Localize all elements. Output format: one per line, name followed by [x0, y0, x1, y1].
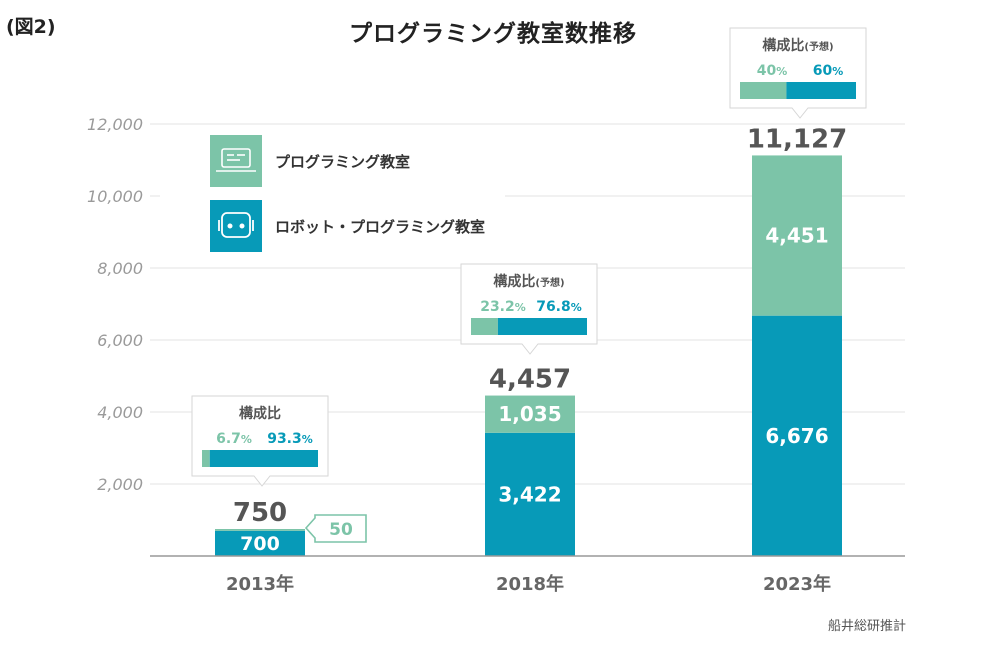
pct-value: 93.3	[267, 431, 302, 447]
y-tick-label: 2,000	[97, 475, 143, 494]
small-value-tag	[304, 514, 367, 543]
pct-unit: %	[776, 65, 787, 78]
composition-title: 構成比(予想)	[493, 273, 564, 290]
composition-pct-programming: 40%	[757, 63, 788, 79]
ratio-bar-programming	[471, 318, 498, 335]
legend-item-programming: プログラミング教室	[210, 135, 410, 187]
legend-swatch-programming	[210, 135, 262, 187]
total-label-1: 4,457	[489, 365, 571, 395]
ratio-bar-programming	[202, 450, 210, 467]
x-tick-label: 2023年	[763, 573, 831, 595]
data-label-robot-0: 700	[240, 533, 280, 555]
ratio-bar-robot	[497, 318, 587, 335]
legend-item-robot: ロボット・プログラミング教室	[210, 200, 485, 252]
y-tick-label: 8,000	[97, 259, 143, 278]
y-axis-ticks: 2,000 4,000 6,000 8,000 10,000 12,000	[87, 115, 143, 494]
bar-programming-0	[215, 529, 305, 531]
composition-title-text: 構成比	[493, 273, 535, 290]
bar-robot-2	[752, 315, 842, 556]
x-axis-labels: 2013年 2018年 2023年	[226, 573, 831, 595]
pct-unit: %	[515, 301, 526, 314]
pct-value: 76.8	[536, 299, 571, 315]
y-tick-label: 4,000	[97, 403, 143, 422]
data-label-programming-2: 4,451	[765, 224, 828, 248]
pct-unit: %	[832, 65, 843, 78]
composition-callout-1: 構成比(予想)23.2% 76.8%	[460, 263, 598, 355]
data-label-programming-1: 1,035	[498, 402, 561, 426]
ratio-bar-robot	[209, 450, 318, 467]
chart-title: プログラミング教室数推移	[349, 21, 637, 47]
total-label-0: 750	[233, 498, 287, 528]
y-tick-label: 12,000	[87, 115, 143, 134]
pct-value: 23.2	[480, 299, 515, 315]
composition-pct-robot: 93.3%	[267, 431, 313, 447]
source-note: 船井総研推計	[827, 619, 906, 634]
y-tick-label: 10,000	[87, 187, 143, 206]
ratio-bar-robot	[786, 82, 856, 99]
composition-callout-2: 構成比(予想)40% 60%	[729, 27, 867, 119]
pct-unit: %	[302, 433, 313, 446]
composition-pct-robot: 60%	[813, 63, 844, 79]
bar-programming-2	[752, 155, 842, 316]
bar-robot-0	[215, 530, 305, 556]
bars: 700 50 750 3,422 1,035 4,457 6,676 4,451 11,127	[215, 124, 847, 556]
figure-tag: (図2)	[6, 16, 56, 38]
legend-swatch-robot	[210, 200, 262, 252]
total-label-2: 11,127	[747, 124, 847, 154]
data-label-robot-2: 6,676	[765, 424, 828, 448]
composition-pct-programming: 23.2%	[480, 299, 526, 315]
pct-unit: %	[571, 301, 582, 314]
ratio-bar-programming	[740, 82, 787, 99]
legend-label-robot: ロボット・プログラミング教室	[275, 218, 485, 236]
composition-title-suffix: (予想)	[535, 276, 564, 289]
composition-title: 構成比(予想)	[762, 37, 833, 54]
laptop-icon	[216, 148, 256, 172]
pct-value: 40	[757, 63, 777, 79]
y-tick-label: 6,000	[97, 331, 143, 350]
pct-value: 6.7	[216, 431, 241, 447]
data-label-programming-0: 50	[329, 520, 353, 540]
pct-value: 60	[813, 63, 833, 79]
composition-title-text: 構成比	[239, 405, 281, 422]
composition-title-text: 構成比	[762, 37, 804, 54]
bar-robot-1	[485, 432, 575, 556]
bar-programming-1	[485, 395, 575, 433]
pct-unit: %	[241, 433, 252, 446]
x-tick-label: 2018年	[496, 573, 564, 595]
composition-pct-programming: 6.7%	[216, 431, 252, 447]
x-tick-label: 2013年	[226, 573, 294, 595]
composition-pct-robot: 76.8%	[536, 299, 582, 315]
composition-title-suffix: (予想)	[804, 40, 833, 53]
composition-title: 構成比	[239, 405, 281, 422]
legend-label-programming: プログラミング教室	[275, 153, 410, 171]
robot-icon	[218, 212, 254, 238]
data-label-robot-1: 3,422	[498, 482, 561, 506]
legend: プログラミング教室 ロボット・プログラミング教室	[160, 130, 505, 260]
